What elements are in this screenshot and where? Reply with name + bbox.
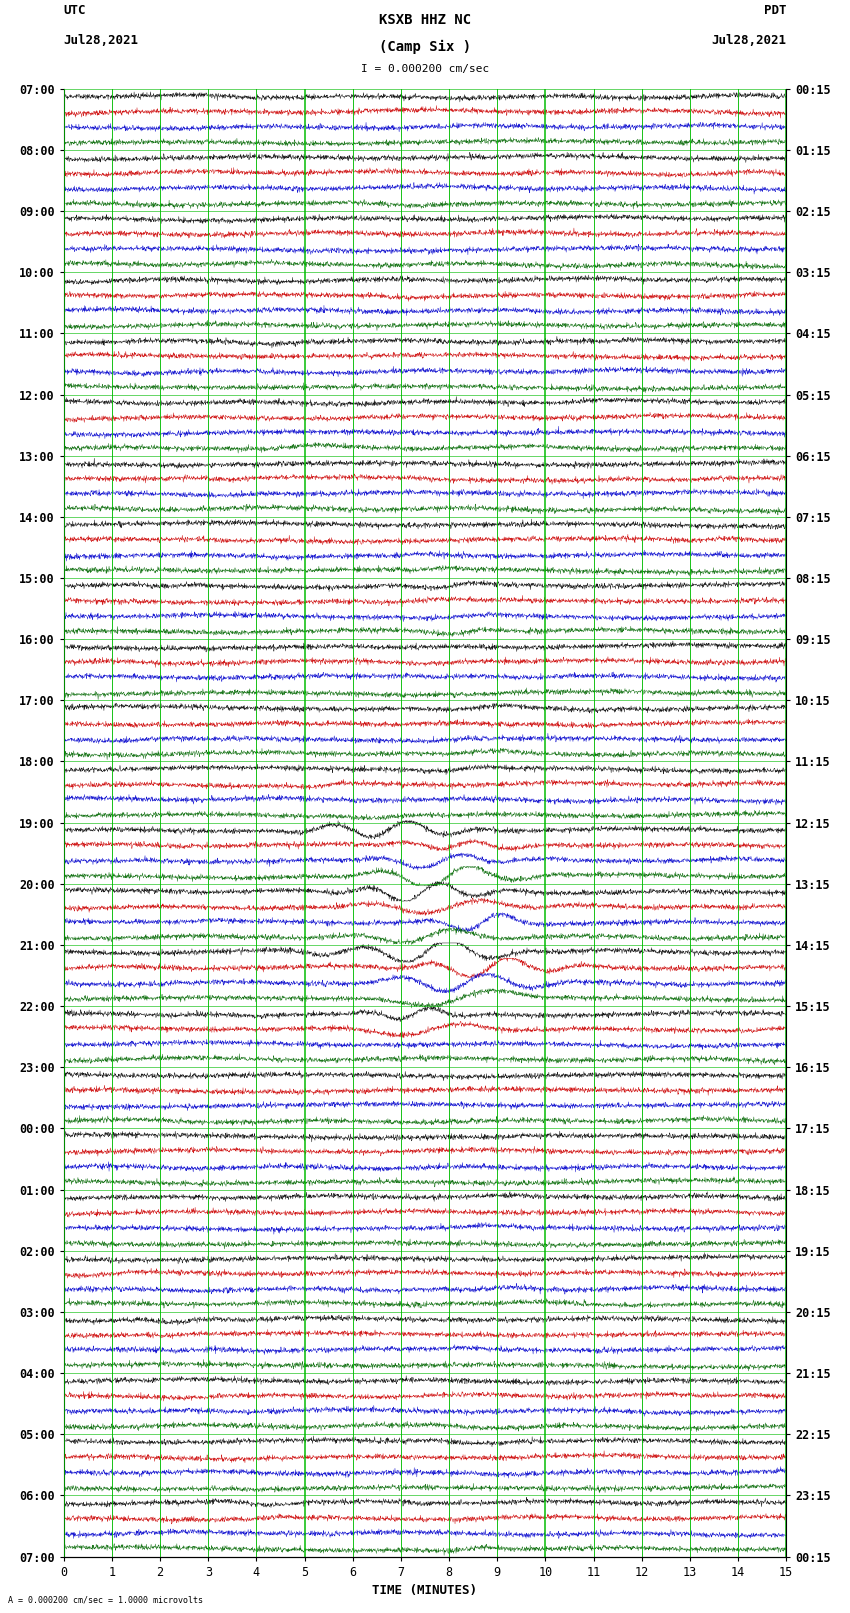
Text: Jul29: Jul29 (0, 1123, 1, 1136)
Text: UTC: UTC (64, 5, 86, 18)
X-axis label: TIME (MINUTES): TIME (MINUTES) (372, 1584, 478, 1597)
Text: (Camp Six ): (Camp Six ) (379, 40, 471, 55)
Text: KSXB HHZ NC: KSXB HHZ NC (379, 13, 471, 27)
Text: Jul28,2021: Jul28,2021 (711, 34, 786, 47)
Text: A = 0.000200 cm/sec = 1.0000 microvolts: A = 0.000200 cm/sec = 1.0000 microvolts (8, 1595, 203, 1605)
Text: Jul28,2021: Jul28,2021 (64, 34, 139, 47)
Text: I = 0.000200 cm/sec: I = 0.000200 cm/sec (361, 65, 489, 74)
Text: PDT: PDT (764, 5, 786, 18)
